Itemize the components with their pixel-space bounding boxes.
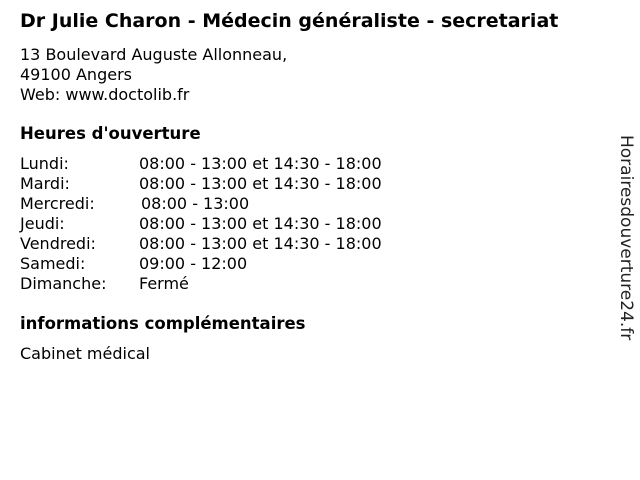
time: 08:00 - 13:00 et 14:30 - 18:00 [139, 174, 382, 193]
hours-row: Mardi: 08:00 - 13:00 et 14:30 - 18:00 [20, 174, 440, 194]
time: 08:00 - 13:00 et 14:30 - 18:00 [139, 234, 382, 253]
hours-row: Jeudi: 08:00 - 13:00 et 14:30 - 18:00 [20, 214, 440, 234]
address-city: 49100 Angers [20, 65, 132, 84]
info-heading: informations complémentaires [20, 314, 306, 333]
time: 08:00 - 13:00 [141, 194, 250, 213]
hours-row: Vendredi: 08:00 - 13:00 et 14:30 - 18:00 [20, 234, 440, 254]
hours-row: Dimanche: Fermé [20, 274, 440, 294]
day: Vendredi: [20, 234, 96, 253]
hours-row: Mercredi: 08:00 - 13:00 [20, 194, 440, 214]
day: Jeudi: [20, 214, 65, 233]
website[interactable]: Web: www.doctolib.fr [20, 85, 190, 104]
time: 08:00 - 13:00 et 14:30 - 18:00 [139, 214, 382, 233]
info-text: Cabinet médical [20, 344, 150, 363]
address-street: 13 Boulevard Auguste Allonneau, [20, 45, 288, 64]
day: Samedi: [20, 254, 86, 273]
watermark: Horairesdouverture24.fr [616, 135, 636, 341]
hours-row: Samedi: 09:00 - 12:00 [20, 254, 440, 274]
time: Fermé [139, 274, 189, 293]
hours-heading: Heures d'ouverture [20, 124, 201, 143]
day: Dimanche: [20, 274, 107, 293]
day: Lundi: [20, 154, 69, 173]
day: Mercredi: [20, 194, 95, 213]
page-title: Dr Julie Charon - Médecin généraliste - … [20, 10, 559, 32]
time: 08:00 - 13:00 et 14:30 - 18:00 [139, 154, 382, 173]
hours-row: Lundi: 08:00 - 13:00 et 14:30 - 18:00 [20, 154, 440, 174]
day: Mardi: [20, 174, 70, 193]
time: 09:00 - 12:00 [139, 254, 248, 273]
